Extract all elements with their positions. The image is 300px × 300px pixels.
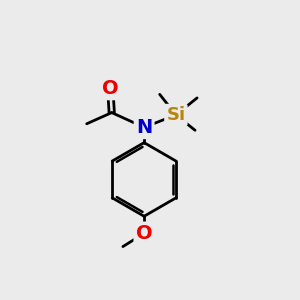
Text: O: O — [102, 79, 119, 98]
Text: N: N — [136, 118, 152, 137]
Text: O: O — [136, 224, 152, 243]
Text: Si: Si — [166, 106, 185, 124]
